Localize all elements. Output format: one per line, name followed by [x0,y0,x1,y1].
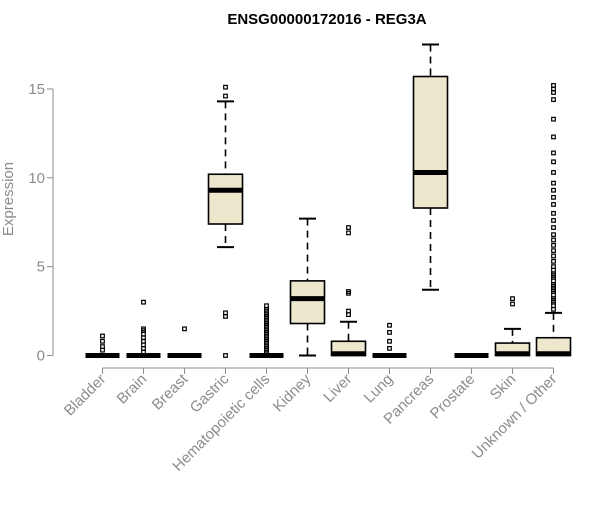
outlier-point [551,218,556,223]
chart-title: ENSG00000172016 - REG3A [227,11,426,28]
y-tick-label: 0 [37,348,45,365]
box-unknown-other [535,82,572,357]
outlier-point [551,264,556,270]
outlier-point [223,310,228,316]
box-pancreas [412,43,449,291]
outlier-point [387,329,392,335]
outlier-point [387,338,392,344]
outlier-point [346,230,351,236]
box-brain [126,299,161,358]
outlier-point [551,180,556,186]
outlier-point [100,333,105,339]
outlier-point [141,326,146,332]
outlier-point [346,225,351,230]
box-kidney [289,217,326,357]
outlier-point [551,232,556,238]
outlier-point [551,159,556,165]
box-breast [167,326,202,358]
outlier-point [387,345,392,351]
x-tick-label: Brain [114,371,151,408]
outlier-point [551,225,556,230]
x-tick-label: Skin [487,371,520,404]
outlier-point [182,326,187,332]
outlier-point [551,248,556,254]
outlier-point [510,296,515,302]
x-tick-label: Lung [361,371,397,407]
y-tick-label: 15 [28,81,45,98]
outlier-point [346,308,351,314]
x-tick-label: Breast [149,370,192,413]
y-axis-label: Expression [0,162,17,236]
outlier-point [100,344,105,350]
outlier-point [100,338,105,344]
iqr-box [207,173,244,225]
outlier-point [551,194,556,200]
box-lung [372,322,407,358]
outlier-point [551,202,556,207]
box-liver [330,225,367,357]
outlier-point [551,82,556,88]
outlier-point [387,322,392,328]
outlier-point [551,242,556,248]
outlier-point [223,353,228,358]
iqr-box [289,280,326,325]
outlier-point [551,170,556,175]
x-tick-label: Liver [320,371,355,406]
box-gastric [207,84,244,358]
outlier-point [510,301,515,307]
box-hematopoietic-cells [249,303,284,358]
outlier-point [551,237,556,243]
outlier-point [551,258,556,264]
outlier-point [551,116,556,122]
outlier-point [551,187,556,193]
outlier-point [551,97,556,103]
x-tick-label: Bladder [61,371,110,420]
outlier-point [551,253,556,259]
iqr-box [412,75,449,209]
outlier-point [141,299,146,305]
x-tick-label: Kidney [270,370,315,415]
x-tick-label: Prostate [427,371,479,423]
outlier-point [223,93,228,99]
outlier-point [551,210,556,216]
box-skin [494,296,531,357]
y-tick-label: 10 [28,170,45,187]
box-series [85,43,572,358]
outlier-point [346,289,351,294]
outlier-point [264,303,269,309]
outlier-point [551,134,556,140]
y-tick-label: 5 [37,259,45,276]
box-bladder [85,333,120,358]
y-axis: 0 5 10 15 [28,81,54,365]
outlier-point [551,150,556,156]
outlier-point [223,84,228,90]
